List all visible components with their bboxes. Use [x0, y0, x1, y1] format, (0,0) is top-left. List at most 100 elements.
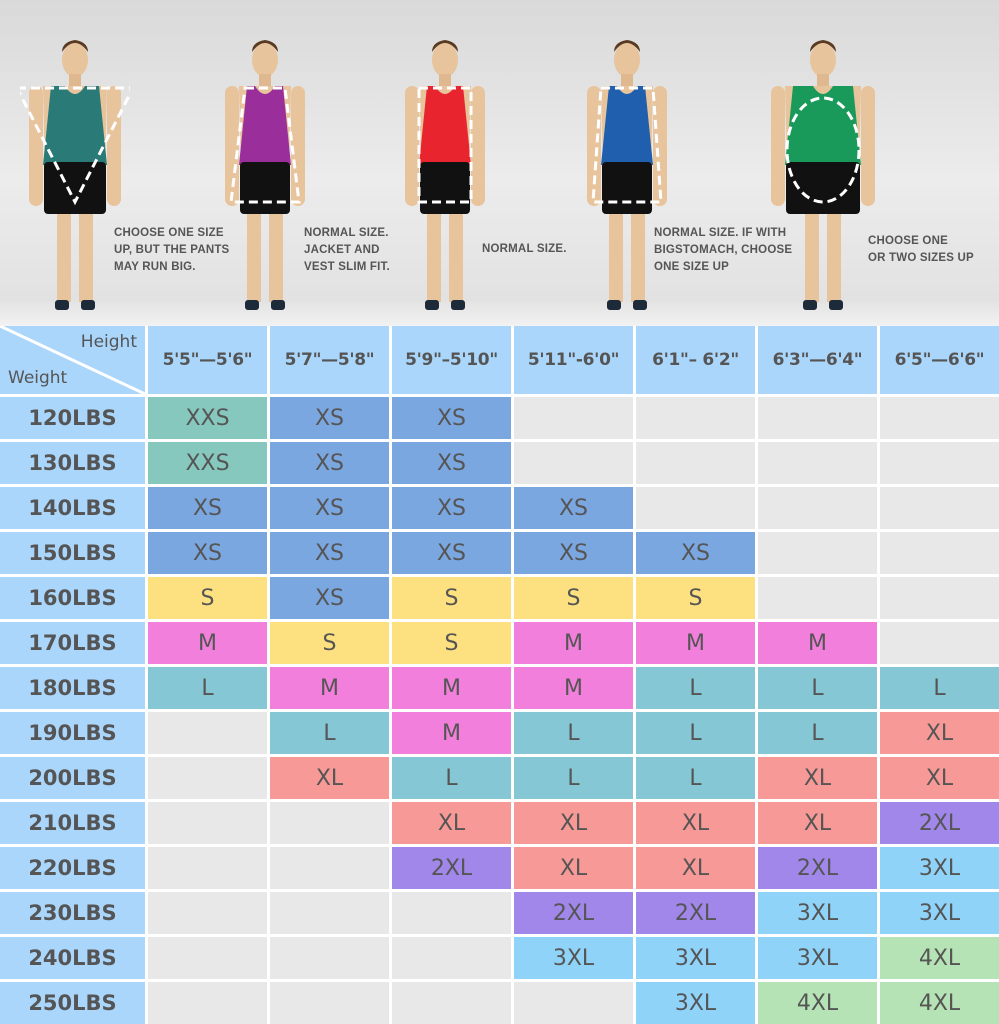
fit-note-line: OR TWO SIZES UP [868, 252, 974, 264]
weight-header: 160LBS [0, 577, 145, 619]
body-type-banner: CHOOSE ONE SIZE UP, BUT THE PANTS MAY RUN … [0, 0, 999, 326]
size-cell: XS [514, 487, 633, 529]
size-cell: L [148, 667, 267, 709]
weight-header: 220LBS [0, 847, 145, 889]
size-cell: 3XL [636, 982, 755, 1024]
fit-note-line: NORMAL SIZE. [482, 243, 567, 255]
weight-header: 140LBS [0, 487, 145, 529]
size-cell: XL [636, 847, 755, 889]
size-cell [148, 712, 267, 754]
size-cell: XS [270, 577, 389, 619]
size-cell: L [758, 667, 877, 709]
size-cell: L [636, 667, 755, 709]
size-cell [880, 442, 999, 484]
size-cell [148, 982, 267, 1024]
size-cell [880, 577, 999, 619]
weight-header: 240LBS [0, 937, 145, 979]
size-cell: M [636, 622, 755, 664]
size-cell: XL [270, 757, 389, 799]
height-header: 6'3"—6'4" [758, 326, 877, 394]
size-cell [636, 397, 755, 439]
size-cell [514, 442, 633, 484]
fit-note-line: NORMAL SIZE. [304, 227, 389, 239]
size-cell [880, 397, 999, 439]
size-cell: XS [392, 532, 511, 574]
size-cell: S [636, 577, 755, 619]
size-cell [270, 847, 389, 889]
size-cell: L [636, 757, 755, 799]
body-figure [210, 30, 320, 324]
size-cell: 3XL [514, 937, 633, 979]
fit-note-line: NORMAL SIZE. IF WITH [654, 227, 787, 239]
body-figure [14, 30, 136, 324]
size-cell: 2XL [758, 847, 877, 889]
fit-note: NORMAL SIZE. [482, 241, 567, 258]
person-illustration [14, 40, 136, 310]
size-cell: L [514, 757, 633, 799]
fit-note-line: VEST SLIM FIT. [304, 261, 390, 273]
size-cell [392, 937, 511, 979]
fit-note: NORMAL SIZE. JACKET AND VEST SLIM FIT. [304, 225, 390, 276]
size-cell: L [270, 712, 389, 754]
size-cell: XS [270, 397, 389, 439]
size-cell [880, 622, 999, 664]
size-cell: 2XL [880, 802, 999, 844]
size-cell [148, 802, 267, 844]
size-cell: XXS [148, 397, 267, 439]
height-header: 5'7"—5'8" [270, 326, 389, 394]
fit-note-line: MAY RUN BIG. [114, 261, 196, 273]
person-illustration [225, 40, 305, 310]
size-cell: XL [514, 802, 633, 844]
weight-header: 120LBS [0, 397, 145, 439]
height-label: Height [80, 332, 137, 352]
person-illustration [771, 40, 875, 310]
size-cell: XS [270, 532, 389, 574]
size-cell: 3XL [758, 892, 877, 934]
size-cell [392, 892, 511, 934]
size-cell: XL [636, 802, 755, 844]
fit-note-line: JACKET AND [304, 244, 380, 256]
size-cell: XS [514, 532, 633, 574]
size-cell [758, 397, 877, 439]
size-cell: XS [148, 532, 267, 574]
weight-header: 150LBS [0, 532, 145, 574]
size-cell: S [392, 622, 511, 664]
fit-note: NORMAL SIZE. IF WITH BIGSTOMACH, CHOOSE ON… [654, 225, 792, 276]
size-cell: S [514, 577, 633, 619]
size-cell: XL [880, 712, 999, 754]
size-cell [880, 487, 999, 529]
weight-header: 190LBS [0, 712, 145, 754]
fit-note-line: CHOOSE ONE [868, 235, 948, 247]
person-illustration [587, 40, 667, 310]
size-cell [148, 892, 267, 934]
height-header: 5'5"—5'6" [148, 326, 267, 394]
weight-header: 170LBS [0, 622, 145, 664]
size-cell: XL [514, 847, 633, 889]
size-cell: 4XL [758, 982, 877, 1024]
size-cell [514, 982, 633, 1024]
weight-header: 130LBS [0, 442, 145, 484]
size-cell: L [758, 712, 877, 754]
size-cell [148, 847, 267, 889]
fit-note-line: UP, BUT THE PANTS [114, 244, 230, 256]
size-cell: 3XL [758, 937, 877, 979]
weight-header: 180LBS [0, 667, 145, 709]
size-cell: L [880, 667, 999, 709]
size-cell: XS [392, 397, 511, 439]
height-header: 5'9"–5'10" [392, 326, 511, 394]
size-cell: M [758, 622, 877, 664]
height-header: 6'1"– 6'2" [636, 326, 755, 394]
size-cell: XXS [148, 442, 267, 484]
fit-note-line: ONE SIZE UP [654, 261, 730, 273]
size-cell [270, 937, 389, 979]
fit-note: CHOOSE ONE SIZE UP, BUT THE PANTS MAY RUN … [114, 225, 229, 276]
size-cell: L [392, 757, 511, 799]
weight-label: Weight [8, 368, 68, 388]
size-cell [636, 442, 755, 484]
size-cell: L [636, 712, 755, 754]
size-cell: 2XL [514, 892, 633, 934]
weight-header: 250LBS [0, 982, 145, 1024]
size-cell: XL [392, 802, 511, 844]
weight-header: 210LBS [0, 802, 145, 844]
size-cell: XS [636, 532, 755, 574]
